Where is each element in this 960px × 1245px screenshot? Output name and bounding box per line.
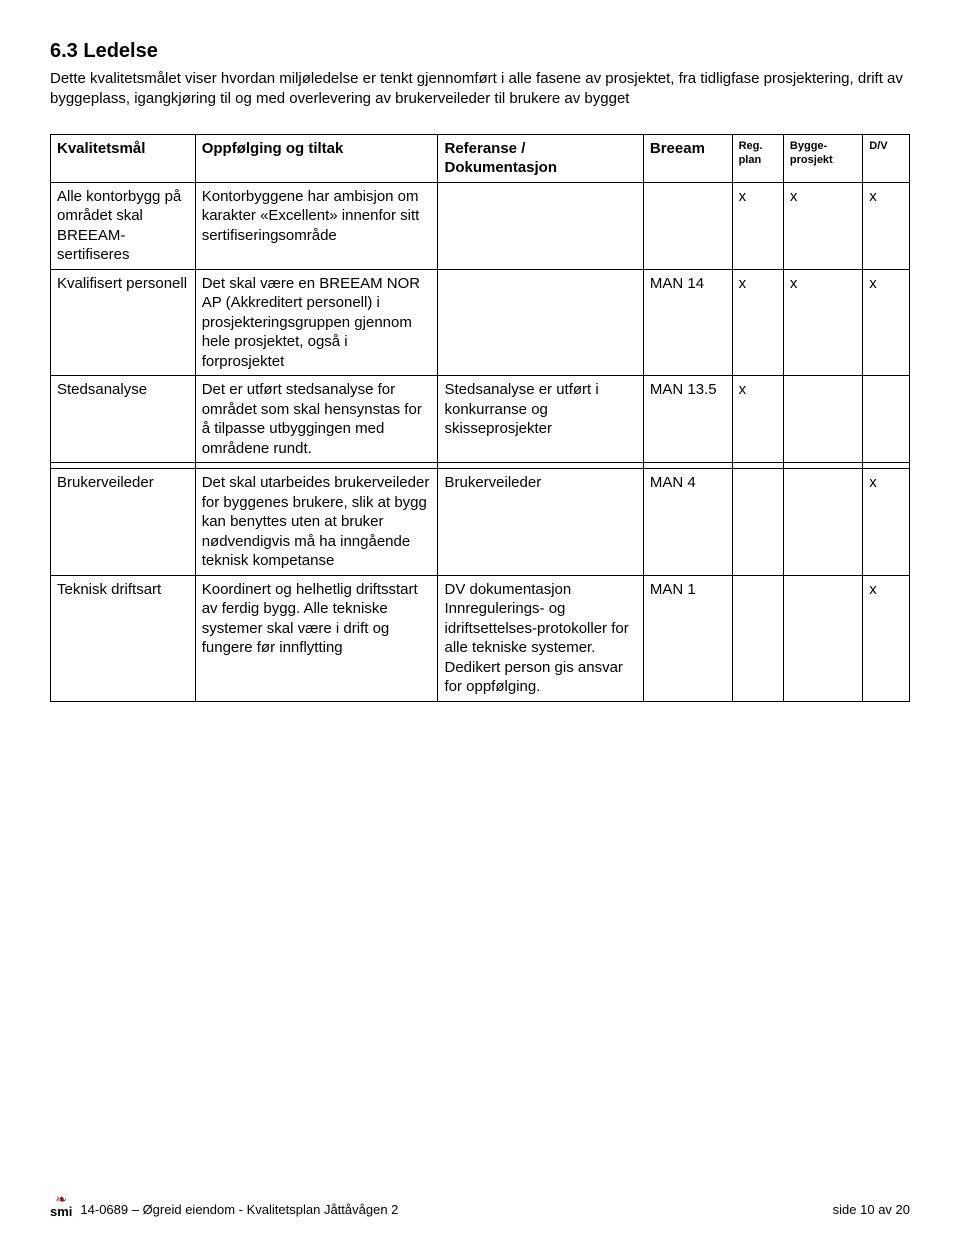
table-row: Teknisk driftsart Koordinert og helhetli… xyxy=(51,575,910,701)
cell-oppfolging: Det skal utarbeides brukerveileder for b… xyxy=(195,469,438,576)
cell-kvalitetsmal: Stedsanalyse xyxy=(51,376,196,463)
cell-dv: x xyxy=(863,182,910,269)
cell-byggeprosjekt xyxy=(783,376,862,463)
col-header-kvalitetsmal: Kvalitetsmål xyxy=(51,134,196,182)
section-intro: Dette kvalitetsmålet viser hvordan miljø… xyxy=(50,69,910,110)
cell-referanse: Brukerveileder xyxy=(438,469,643,576)
cell-kvalitetsmal: Alle kontorbygg på området skal BREEAM-s… xyxy=(51,182,196,269)
table-row: Stedsanalyse Det er utført stedsanalyse … xyxy=(51,376,910,463)
cell-referanse: Stedsanalyse er utført i konkurranse og … xyxy=(438,376,643,463)
quality-table: Kvalitetsmål Oppfølging og tiltak Refera… xyxy=(50,134,910,702)
cell-oppfolging: Det er utført stedsanalyse for området s… xyxy=(195,376,438,463)
col-header-regplan: Reg. plan xyxy=(732,134,783,182)
table-row: Kvalifisert personell Det skal være en B… xyxy=(51,269,910,376)
table-row: Alle kontorbygg på området skal BREEAM-s… xyxy=(51,182,910,269)
cell-dv: x xyxy=(863,269,910,376)
cell-regplan xyxy=(732,469,783,576)
cell-dv: x xyxy=(863,469,910,576)
col-header-referanse: Referanse / Dokumentasjon xyxy=(438,134,643,182)
col-header-dv: D/V xyxy=(863,134,910,182)
cell-referanse: DV dokumentasjon Innregulerings- og idri… xyxy=(438,575,643,701)
cell-byggeprosjekt xyxy=(783,575,862,701)
cell-byggeprosjekt: x xyxy=(783,182,862,269)
cell-regplan: x xyxy=(732,182,783,269)
cell-regplan: x xyxy=(732,269,783,376)
cell-kvalitetsmal: Kvalifisert personell xyxy=(51,269,196,376)
col-header-breeam: Breeam xyxy=(643,134,732,182)
footer-title: 14-0689 – Øgreid eiendom - Kvalitetsplan… xyxy=(80,1202,398,1217)
cell-breeam: MAN 13.5 xyxy=(643,376,732,463)
logo-icon: ❧ smi xyxy=(50,1194,72,1217)
cell-kvalitetsmal: Brukerveileder xyxy=(51,469,196,576)
cell-kvalitetsmal: Teknisk driftsart xyxy=(51,575,196,701)
cell-regplan: x xyxy=(732,376,783,463)
cell-referanse xyxy=(438,269,643,376)
cell-regplan xyxy=(732,575,783,701)
table-header-row: Kvalitetsmål Oppfølging og tiltak Refera… xyxy=(51,134,910,182)
cell-breeam: MAN 1 xyxy=(643,575,732,701)
cell-breeam: MAN 4 xyxy=(643,469,732,576)
logo-text: smi xyxy=(50,1206,72,1217)
table-row: Brukerveileder Det skal utarbeides bruke… xyxy=(51,469,910,576)
col-header-byggeprosjekt: Bygge-prosjekt xyxy=(783,134,862,182)
cell-dv xyxy=(863,376,910,463)
cell-byggeprosjekt xyxy=(783,469,862,576)
cell-referanse xyxy=(438,182,643,269)
cell-oppfolging: Koordinert og helhetlig driftsstart av f… xyxy=(195,575,438,701)
footer-page-number: side 10 av 20 xyxy=(833,1202,910,1217)
cell-dv: x xyxy=(863,575,910,701)
col-header-oppfolging: Oppfølging og tiltak xyxy=(195,134,438,182)
page-footer: ❧ smi 14-0689 – Øgreid eiendom - Kvalite… xyxy=(50,1194,910,1217)
cell-oppfolging: Kontorbyggene har ambisjon om karakter «… xyxy=(195,182,438,269)
cell-breeam xyxy=(643,182,732,269)
section-heading: 6.3 Ledelse xyxy=(50,40,910,63)
cell-breeam: MAN 14 xyxy=(643,269,732,376)
cell-byggeprosjekt: x xyxy=(783,269,862,376)
cell-oppfolging: Det skal være en BREEAM NOR AP (Akkredit… xyxy=(195,269,438,376)
